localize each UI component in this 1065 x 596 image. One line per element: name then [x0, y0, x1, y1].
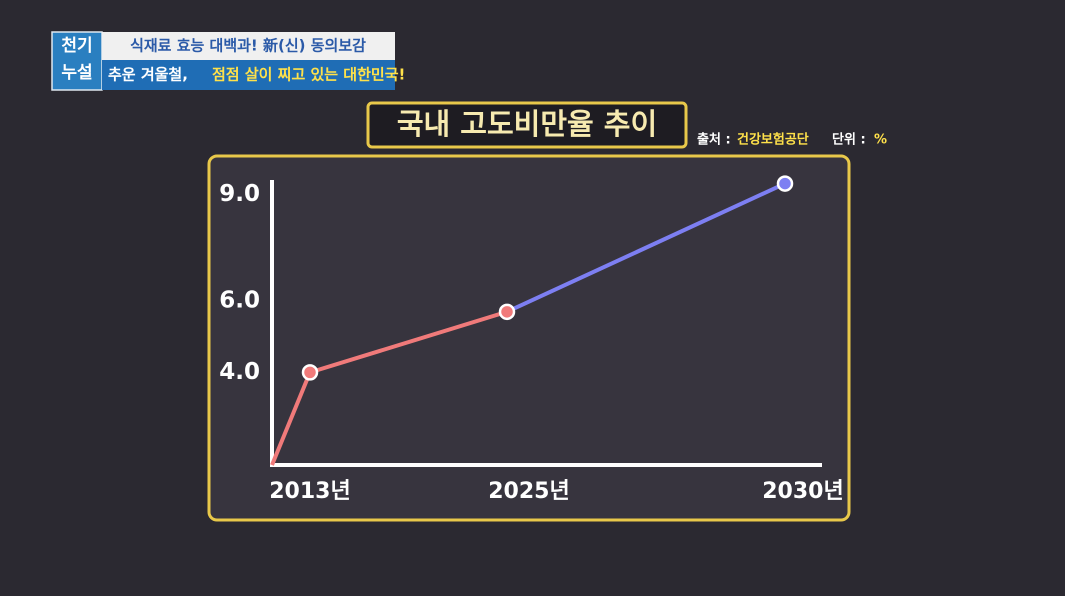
banner-line1-box [102, 32, 395, 60]
x-tick-label: 2013년 [269, 479, 350, 504]
point [301, 364, 319, 381]
point [776, 175, 794, 192]
logo: 누설 [61, 63, 92, 83]
banner: 천기 누설 식재료 효능 대백과! 新(신) 동의보감 추운 겨울철, 점점 살… [51, 31, 405, 91]
chart-frame [207, 154, 851, 522]
y-tick-label: 9.0 [219, 181, 260, 207]
logo-box [51, 31, 103, 91]
banner-line1: 식재료 효능 대백과! 新(신) 동의보감 [130, 37, 366, 55]
title-box [366, 101, 688, 149]
logo: 천기 [61, 36, 92, 56]
x-tick-label: 2025년 [488, 479, 569, 504]
point [498, 303, 516, 321]
banner-line2-highlight: 점점 살이 찌고 있는 대한민국! [212, 66, 405, 84]
chart-title: 국내 고도비만율 추이 [397, 107, 657, 141]
y-tick-label: 6.0 [219, 288, 260, 314]
banner-line2-box [102, 60, 395, 90]
line-lead-in [270, 371, 312, 466]
unit-label: 단위 : [832, 132, 866, 148]
banner-line2: 추운 겨울철, [108, 66, 188, 84]
source: 건강보험공단 [737, 132, 809, 148]
unit: % [874, 133, 887, 148]
x-tick-label: 2030년 [762, 479, 843, 504]
y-tick-label: 4.0 [219, 359, 260, 385]
source-label: 출처 : [697, 132, 731, 148]
